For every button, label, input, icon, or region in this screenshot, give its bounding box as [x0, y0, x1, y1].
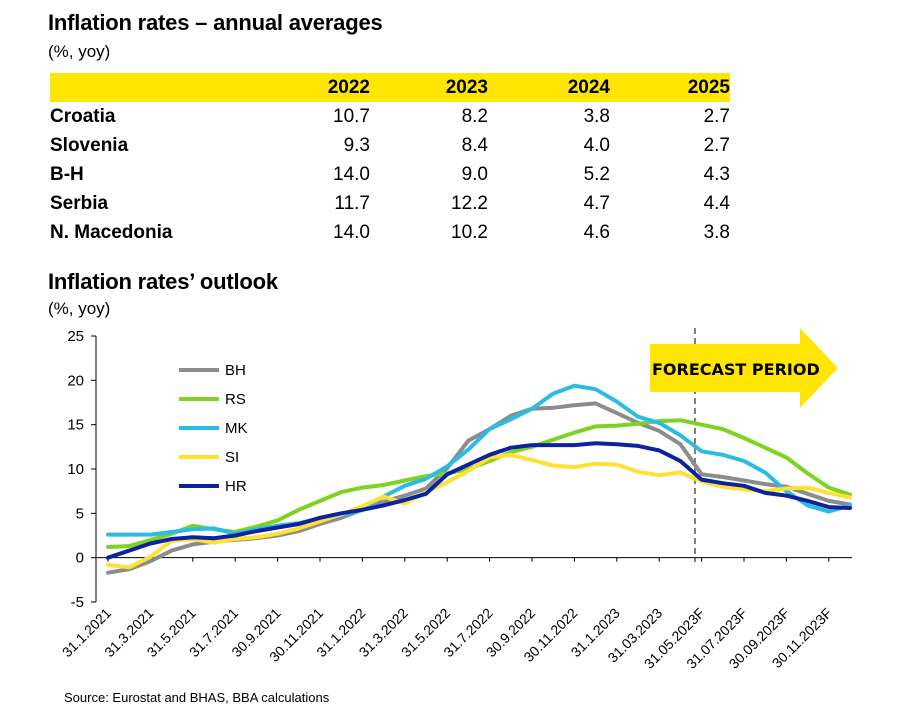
y-tick-label: 20 [67, 372, 84, 389]
country-label: Serbia [50, 192, 109, 214]
forecast-label: FORECAST PERIOD [652, 360, 820, 379]
table-cell: 11.7 [334, 192, 370, 214]
table-row: Serbia 11.7 12.2 4.7 4.4 [50, 189, 730, 218]
table-header-row: 2022 2023 2024 2025 [50, 73, 730, 102]
source-note: Source: Eurostat and BHAS, BBA calculati… [64, 690, 330, 705]
legend-label-si: SI [225, 449, 239, 466]
annual-averages-table: 2022 2023 2024 2025 Croatia 10.7 8.2 3.8… [50, 73, 730, 247]
y-tick-label: 5 [76, 505, 84, 522]
table-cell: 14.0 [333, 163, 370, 185]
table-cell: 4.4 [703, 192, 730, 214]
table-cell: 12.2 [451, 192, 488, 214]
table-cell: 8.4 [461, 134, 488, 156]
forecast-arrow [650, 328, 838, 408]
table-cell: 4.0 [583, 134, 610, 156]
table-cell: 9.3 [343, 134, 370, 156]
country-label: N. Macedonia [50, 221, 173, 243]
table-cell: 10.7 [333, 105, 370, 127]
series-line-hr [106, 441, 852, 560]
y-tick-label: 10 [67, 461, 84, 478]
legend-label-mk: MK [225, 420, 248, 437]
legend-label-hr: HR [225, 478, 247, 495]
table-cell: 4.7 [583, 192, 610, 214]
table-title: Inflation rates – annual averages [48, 10, 383, 35]
table-row: Croatia 10.7 8.2 3.8 2.7 [50, 102, 730, 131]
table-unit: (%, yoy) [48, 42, 111, 61]
country-label: Croatia [50, 105, 116, 127]
year-header: 2023 [370, 73, 488, 102]
y-tick-label: 25 [67, 328, 84, 345]
country-label: B-H [50, 163, 84, 185]
table-row: N. Macedonia 14.0 10.2 4.6 3.8 [50, 218, 730, 247]
series-line-si [106, 452, 852, 570]
y-tick-label: 15 [67, 417, 84, 434]
table-cell: 8.2 [461, 105, 488, 127]
table-cell: 14.0 [333, 221, 370, 243]
inflation-outlook-chart: -5051015202531.1.202131.3.202131.5.20213… [59, 328, 852, 672]
table-cell: 3.8 [703, 221, 730, 243]
table-cell: 4.3 [703, 163, 730, 185]
table-cell: 10.2 [451, 221, 488, 243]
y-tick-label: -5 [71, 594, 84, 611]
y-tick-label: 0 [76, 550, 84, 567]
table-cell: 4.6 [583, 221, 610, 243]
table-cell: 3.8 [583, 105, 610, 127]
year-header: 2022 [232, 73, 370, 102]
table-row: Slovenia 9.3 8.4 4.0 2.7 [50, 131, 730, 160]
table-cell: 2.7 [703, 134, 730, 156]
table-cell: 9.0 [461, 163, 488, 185]
table-cell: 2.7 [703, 105, 730, 127]
year-header: 2025 [610, 73, 730, 102]
table-row: B-H 14.0 9.0 5.2 4.3 [50, 160, 730, 189]
table-header-corner [50, 73, 232, 102]
country-label: Slovenia [50, 134, 129, 156]
chart-title: Inflation rates’ outlook [48, 269, 278, 294]
series-line-mk [106, 383, 852, 537]
legend-label-bh: BH [225, 362, 246, 379]
legend-label-rs: RS [225, 391, 246, 408]
chart-unit: (%, yoy) [48, 299, 111, 318]
table-cell: 5.2 [583, 163, 610, 185]
year-header: 2024 [488, 73, 610, 102]
